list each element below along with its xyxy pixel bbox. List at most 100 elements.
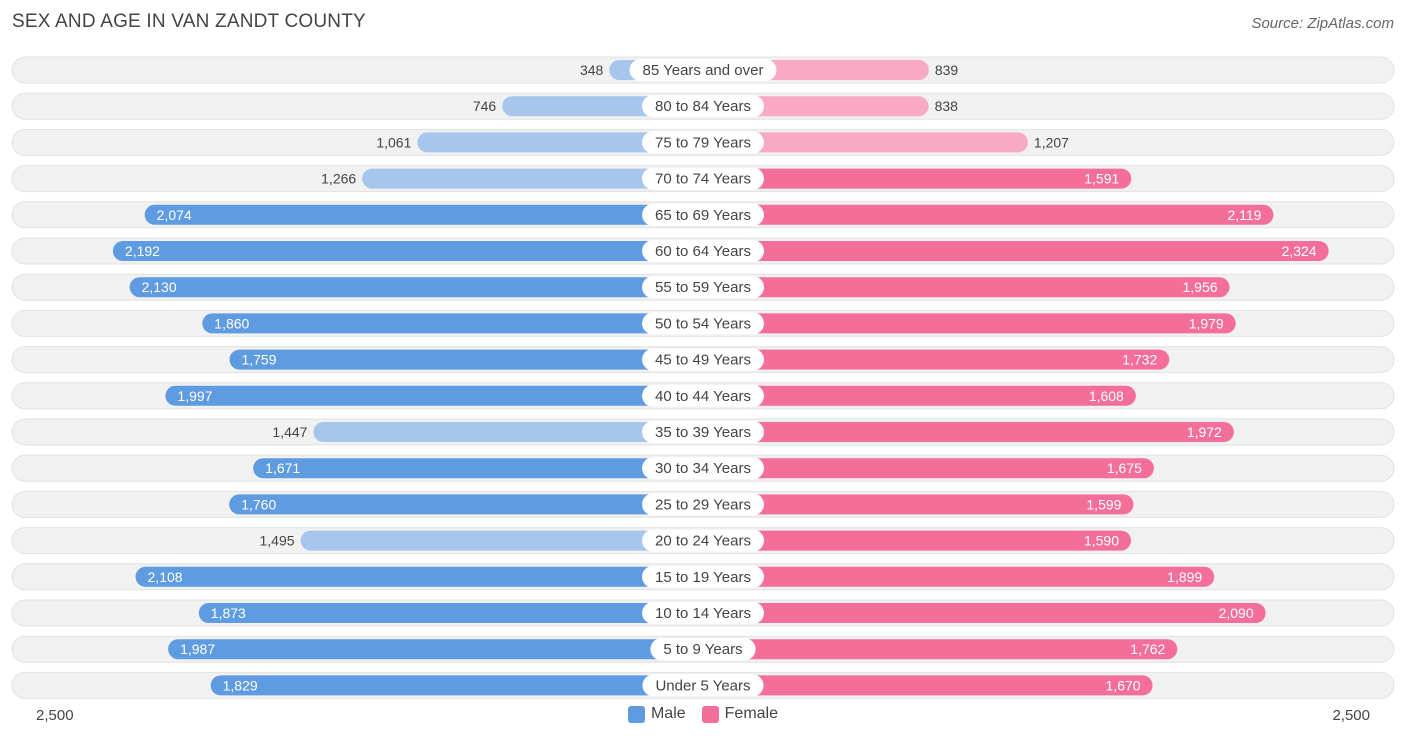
value-label-male: 1,061 [376,134,411,150]
value-label-female: 1,956 [1183,279,1218,295]
category-label: 65 to 69 Years [655,207,751,224]
legend-label-female: Female [724,705,779,722]
category-label: 50 to 54 Years [655,315,751,332]
bar-male[interactable] [198,603,704,623]
value-label-female: 1,675 [1107,460,1142,476]
bar-male[interactable] [229,349,703,370]
bar-female[interactable] [703,277,1230,298]
value-label-female: 1,207 [1034,134,1069,150]
value-label-male: 348 [580,62,604,78]
value-label-female: 1,599 [1086,496,1121,512]
value-label-male: 1,860 [214,315,249,331]
value-label-female: 839 [935,62,959,78]
value-label-female: 2,090 [1219,605,1254,621]
legend-item-male[interactable]: Male [627,705,686,723]
category-pill [642,421,764,443]
value-label-female: 1,591 [1084,171,1119,187]
category-pill [642,167,764,190]
category-pill [642,131,764,154]
legend-label-male: Male [650,705,686,722]
category-pill [642,674,764,697]
axis-tick-right: 2,500 [1332,707,1370,724]
value-label-female: 1,979 [1189,315,1224,331]
value-label-female: 1,762 [1130,641,1165,657]
bar-female[interactable] [703,241,1329,261]
bar-female[interactable] [703,603,1266,623]
bar-female[interactable] [703,458,1154,479]
axis-tick-left: 2,500 [36,707,74,724]
value-label-male: 1,495 [259,533,294,549]
bar-female[interactable] [703,313,1236,334]
category-pill [650,638,756,661]
bar-male[interactable] [210,675,704,696]
category-label: 85 Years and over [643,62,764,79]
bar-female[interactable] [703,422,1234,442]
bar-male[interactable] [129,277,703,298]
bar-female[interactable] [703,639,1178,660]
bar-male[interactable] [313,422,703,442]
category-label: 45 to 49 Years [655,352,751,369]
value-label-female: 1,732 [1122,352,1157,368]
category-pill [642,565,764,588]
legend-item-female[interactable]: Female [701,705,779,723]
value-label-male: 1,997 [177,388,212,404]
category-label: Under 5 Years [655,677,750,694]
category-label: 75 to 79 Years [655,134,751,151]
bar-female[interactable] [703,168,1132,189]
category-pill [642,384,764,407]
bar-male[interactable] [417,132,703,153]
bar-male[interactable] [165,385,703,406]
bar-female[interactable] [703,530,1132,551]
category-label: 80 to 84 Years [655,98,751,115]
category-label: 15 to 19 Years [655,569,751,586]
value-label-male: 1,760 [241,496,276,512]
bar-female[interactable] [703,132,1028,153]
bar-male[interactable] [362,168,703,189]
category-label: 35 to 39 Years [655,424,751,441]
category-label: 55 to 59 Years [655,279,751,296]
value-label-male: 1,829 [223,677,258,693]
value-label-male: 1,266 [321,171,356,187]
value-label-male: 1,671 [265,460,300,476]
bar-female[interactable] [703,349,1170,370]
category-label: 5 to 9 Years [663,641,742,658]
source-label: Source: ZipAtlas.com [1251,15,1394,32]
population-pyramid-chart: 348 839 85 Years and over 746 838 80 to 84 Ye… [11,56,1395,699]
category-pill [642,529,764,552]
value-label-male: 746 [473,98,497,114]
bar-female[interactable] [703,675,1153,696]
bar-male[interactable] [202,313,703,334]
legend-swatch-female [701,705,719,723]
bar-female[interactable] [703,494,1134,515]
bar-male[interactable] [144,204,703,225]
legend: Male Female [0,705,1406,723]
category-label: 25 to 29 Years [655,496,751,513]
bar-female[interactable] [703,385,1136,406]
value-label-female: 1,670 [1106,677,1141,693]
category-pill [629,59,777,81]
bar-female[interactable] [703,204,1274,225]
category-pill [642,95,764,118]
value-label-female: 1,899 [1167,569,1202,585]
category-label: 60 to 64 Years [655,243,751,260]
value-label-female: 1,972 [1187,424,1222,440]
category-pill [642,348,764,371]
value-label-male: 2,192 [125,243,160,259]
category-pill [642,493,764,516]
category-pill [642,203,764,226]
bar-male[interactable] [229,494,703,515]
bar-male[interactable] [135,566,704,587]
value-label-male: 2,130 [142,279,177,295]
value-label-female: 838 [935,98,959,114]
bar-male[interactable] [168,639,703,660]
chart-title: SEX AND AGE IN VAN ZANDT COUNTY [12,11,366,32]
category-pill [642,276,764,299]
category-label: 40 to 44 Years [655,388,751,405]
bar-male[interactable] [253,458,703,479]
bar-male[interactable] [300,530,703,551]
category-label: 10 to 14 Years [655,605,751,622]
legend-swatch-male [627,705,645,723]
bar-female[interactable] [703,566,1215,587]
value-label-male: 1,447 [272,424,307,440]
bar-male[interactable] [112,241,704,261]
